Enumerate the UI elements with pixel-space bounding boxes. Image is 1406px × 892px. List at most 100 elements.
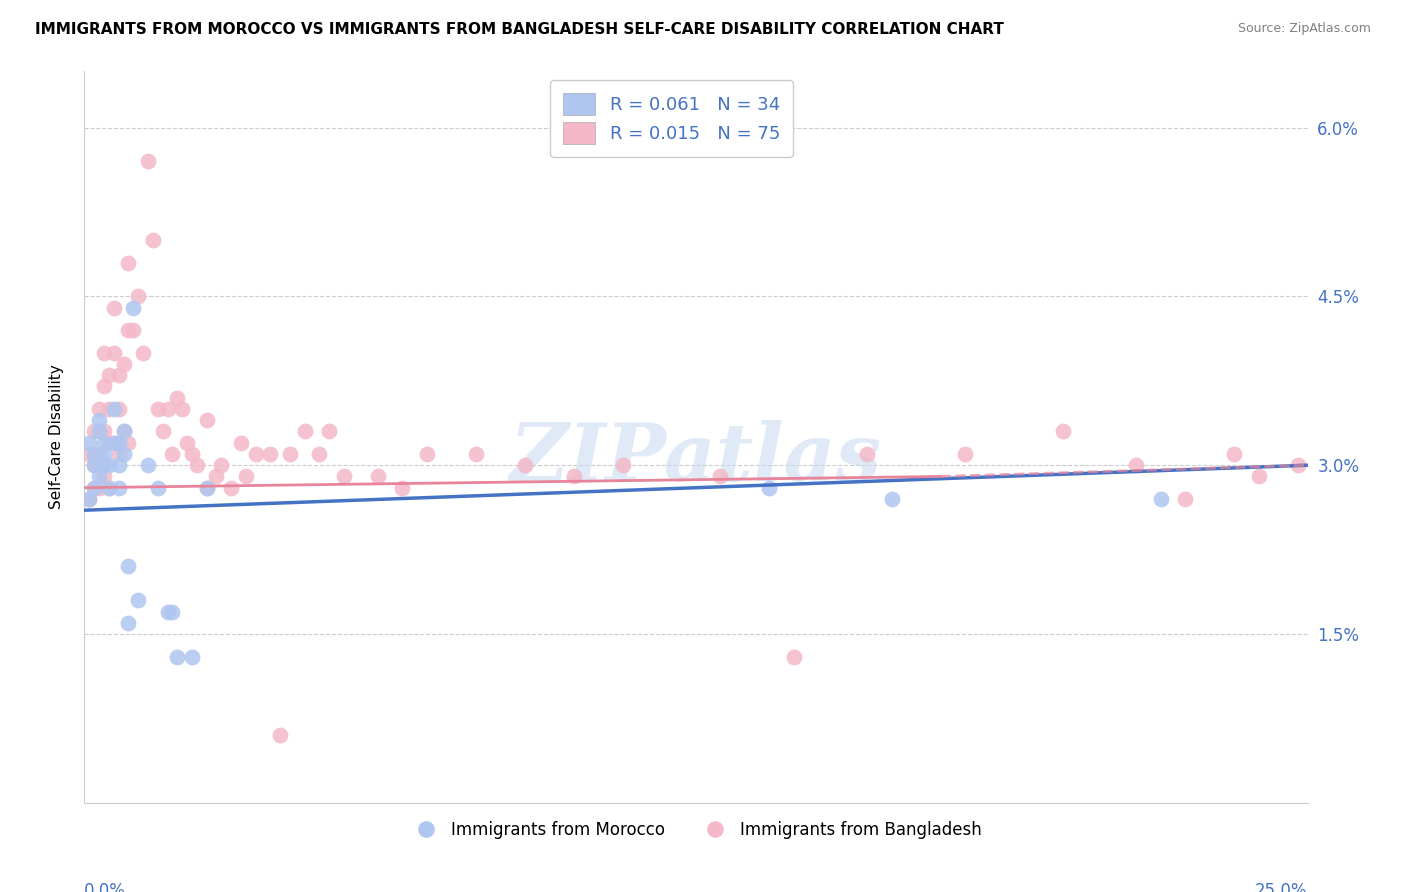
Point [93,435,115,450]
Point [112,447,135,461]
Point [112,425,135,439]
Point [209,458,232,473]
Point [156,605,179,619]
Point [195,413,218,427]
Text: Source: ZipAtlas.com: Source: ZipAtlas.com [1237,22,1371,36]
Point [87,447,110,461]
Point [83,458,105,473]
Point [93,425,115,439]
Point [205,469,228,483]
Point [513,458,536,473]
Point [294,425,316,439]
Point [107,401,129,416]
Point [1223,447,1246,461]
Point [880,491,903,506]
Point [87,401,110,416]
Point [87,469,110,483]
Point [278,447,301,461]
Point [117,255,139,269]
Point [1150,491,1173,506]
Point [93,458,115,473]
Point [77,491,100,506]
Point [103,401,125,416]
Point [1174,491,1197,506]
Point [87,481,110,495]
Point [132,345,155,359]
Point [146,481,169,495]
Point [332,469,354,483]
Point [97,401,120,416]
Point [83,458,105,473]
Point [562,469,585,483]
Point [93,447,115,461]
Point [107,435,129,450]
Point [269,728,291,742]
Point [953,447,976,461]
Point [176,435,198,450]
Point [107,447,129,461]
Point [127,593,149,607]
Point [107,481,129,495]
Point [122,323,145,337]
Point [103,435,125,450]
Point [162,447,184,461]
Point [83,481,105,495]
Point [1247,469,1270,483]
Text: IMMIGRANTS FROM MOROCCO VS IMMIGRANTS FROM BANGLADESH SELF-CARE DISABILITY CORRE: IMMIGRANTS FROM MOROCCO VS IMMIGRANTS FR… [35,22,1004,37]
Point [318,425,340,439]
Legend: Immigrants from Morocco, Immigrants from Bangladesh: Immigrants from Morocco, Immigrants from… [404,814,988,846]
Point [97,435,120,450]
Point [186,458,208,473]
Point [146,401,169,416]
Point [758,481,780,495]
Point [103,345,125,359]
Text: 25.0%: 25.0% [1256,881,1308,892]
Point [1052,425,1074,439]
Point [464,447,486,461]
Point [103,301,125,315]
Point [166,649,188,664]
Point [195,481,218,495]
Point [112,425,135,439]
Point [308,447,330,461]
Point [107,458,129,473]
Point [156,401,179,416]
Point [107,368,129,383]
Point [117,559,139,574]
Point [117,435,139,450]
Point [235,469,257,483]
Point [1125,458,1147,473]
Point [1286,458,1309,473]
Point [117,615,139,630]
Point [142,233,165,247]
Point [93,469,115,483]
Point [93,345,115,359]
Point [112,357,135,371]
Point [97,458,120,473]
Point [181,447,204,461]
Point [259,447,281,461]
Point [83,481,105,495]
Point [97,481,120,495]
Point [219,481,242,495]
Point [229,435,252,450]
Point [391,481,413,495]
Point [195,481,218,495]
Point [152,425,174,439]
Point [83,447,105,461]
Point [97,481,120,495]
Point [83,425,105,439]
Point [172,401,194,416]
Point [416,447,439,461]
Point [127,289,149,303]
Point [77,447,100,461]
Point [87,425,110,439]
Point [97,368,120,383]
Point [136,458,159,473]
Point [783,649,806,664]
Point [245,447,267,461]
Point [87,413,110,427]
Point [87,425,110,439]
Point [93,379,115,393]
Point [136,154,159,169]
